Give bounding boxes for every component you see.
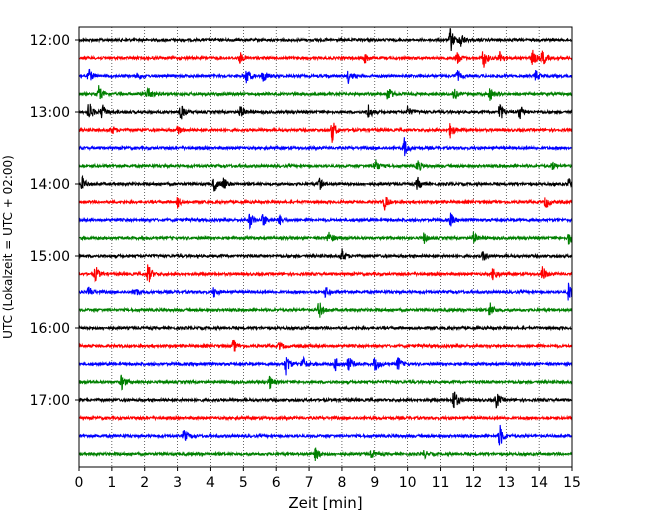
trace-1615 [78,339,573,352]
trace-1300 [78,103,573,120]
x-axis-label: Zeit [min] [288,494,362,512]
grid-lines [111,27,540,467]
x-tick-label-1: 1 [107,475,116,491]
trace-1530 [78,282,573,301]
trace-1215 [78,49,573,68]
y-tick-label-5: 17:00 [30,393,70,409]
trace-1745 [78,447,573,462]
trace-1730 [78,424,573,446]
trace-1415 [78,196,573,211]
trace-1600 [78,324,573,332]
y-tick-label-4: 16:00 [30,321,70,337]
trace-1500 [78,248,573,261]
trace-1430 [78,212,573,231]
trace-1345 [78,159,573,172]
trace-1645 [78,374,573,391]
seismic-traces [78,28,573,462]
trace-1515 [78,264,573,283]
x-tick-label-14: 14 [530,475,548,491]
x-tick-label-9: 9 [370,475,379,491]
trace-1630 [78,355,573,376]
x-tick-label-12: 12 [464,475,482,491]
x-tick-label-11: 11 [432,475,450,491]
trace-1245 [78,85,573,101]
y-tick-label-2: 14:00 [30,177,70,193]
trace-1230 [78,68,573,84]
y-axis-label: UTC (Lokalzeit = UTC + 02:00) [1,155,15,339]
x-tick-label-8: 8 [337,475,346,491]
trace-1330 [78,137,573,157]
trace-1445 [78,231,573,245]
x-tick-label-13: 13 [497,475,515,491]
x-tick-label-4: 4 [206,475,215,491]
y-axis-ticks: 12:00 13:00 14:00 15:00 16:00 17:00 [30,33,79,409]
x-tick-label-15: 15 [563,475,581,491]
x-tick-label-3: 3 [173,475,182,491]
y-tick-label-0: 12:00 [30,33,70,49]
plot-frame [78,26,573,468]
x-axis-ticks: 0 1 2 3 4 5 6 7 8 9 10 11 12 13 14 15 [75,467,581,491]
x-tick-label-0: 0 [75,475,84,491]
x-tick-label-10: 10 [399,475,417,491]
trace-1715 [78,414,573,422]
trace-1315 [78,122,573,143]
y-tick-label-1: 13:00 [30,105,70,121]
trace-1400 [78,174,573,192]
y-tick-label-3: 15:00 [30,249,70,265]
trace-1200 [78,28,573,52]
trace-1700 [78,391,573,409]
x-tick-label-2: 2 [140,475,149,491]
trace-1545 [78,302,573,318]
x-tick-label-5: 5 [239,475,248,491]
x-tick-label-6: 6 [272,475,281,491]
x-tick-label-7: 7 [305,475,314,491]
